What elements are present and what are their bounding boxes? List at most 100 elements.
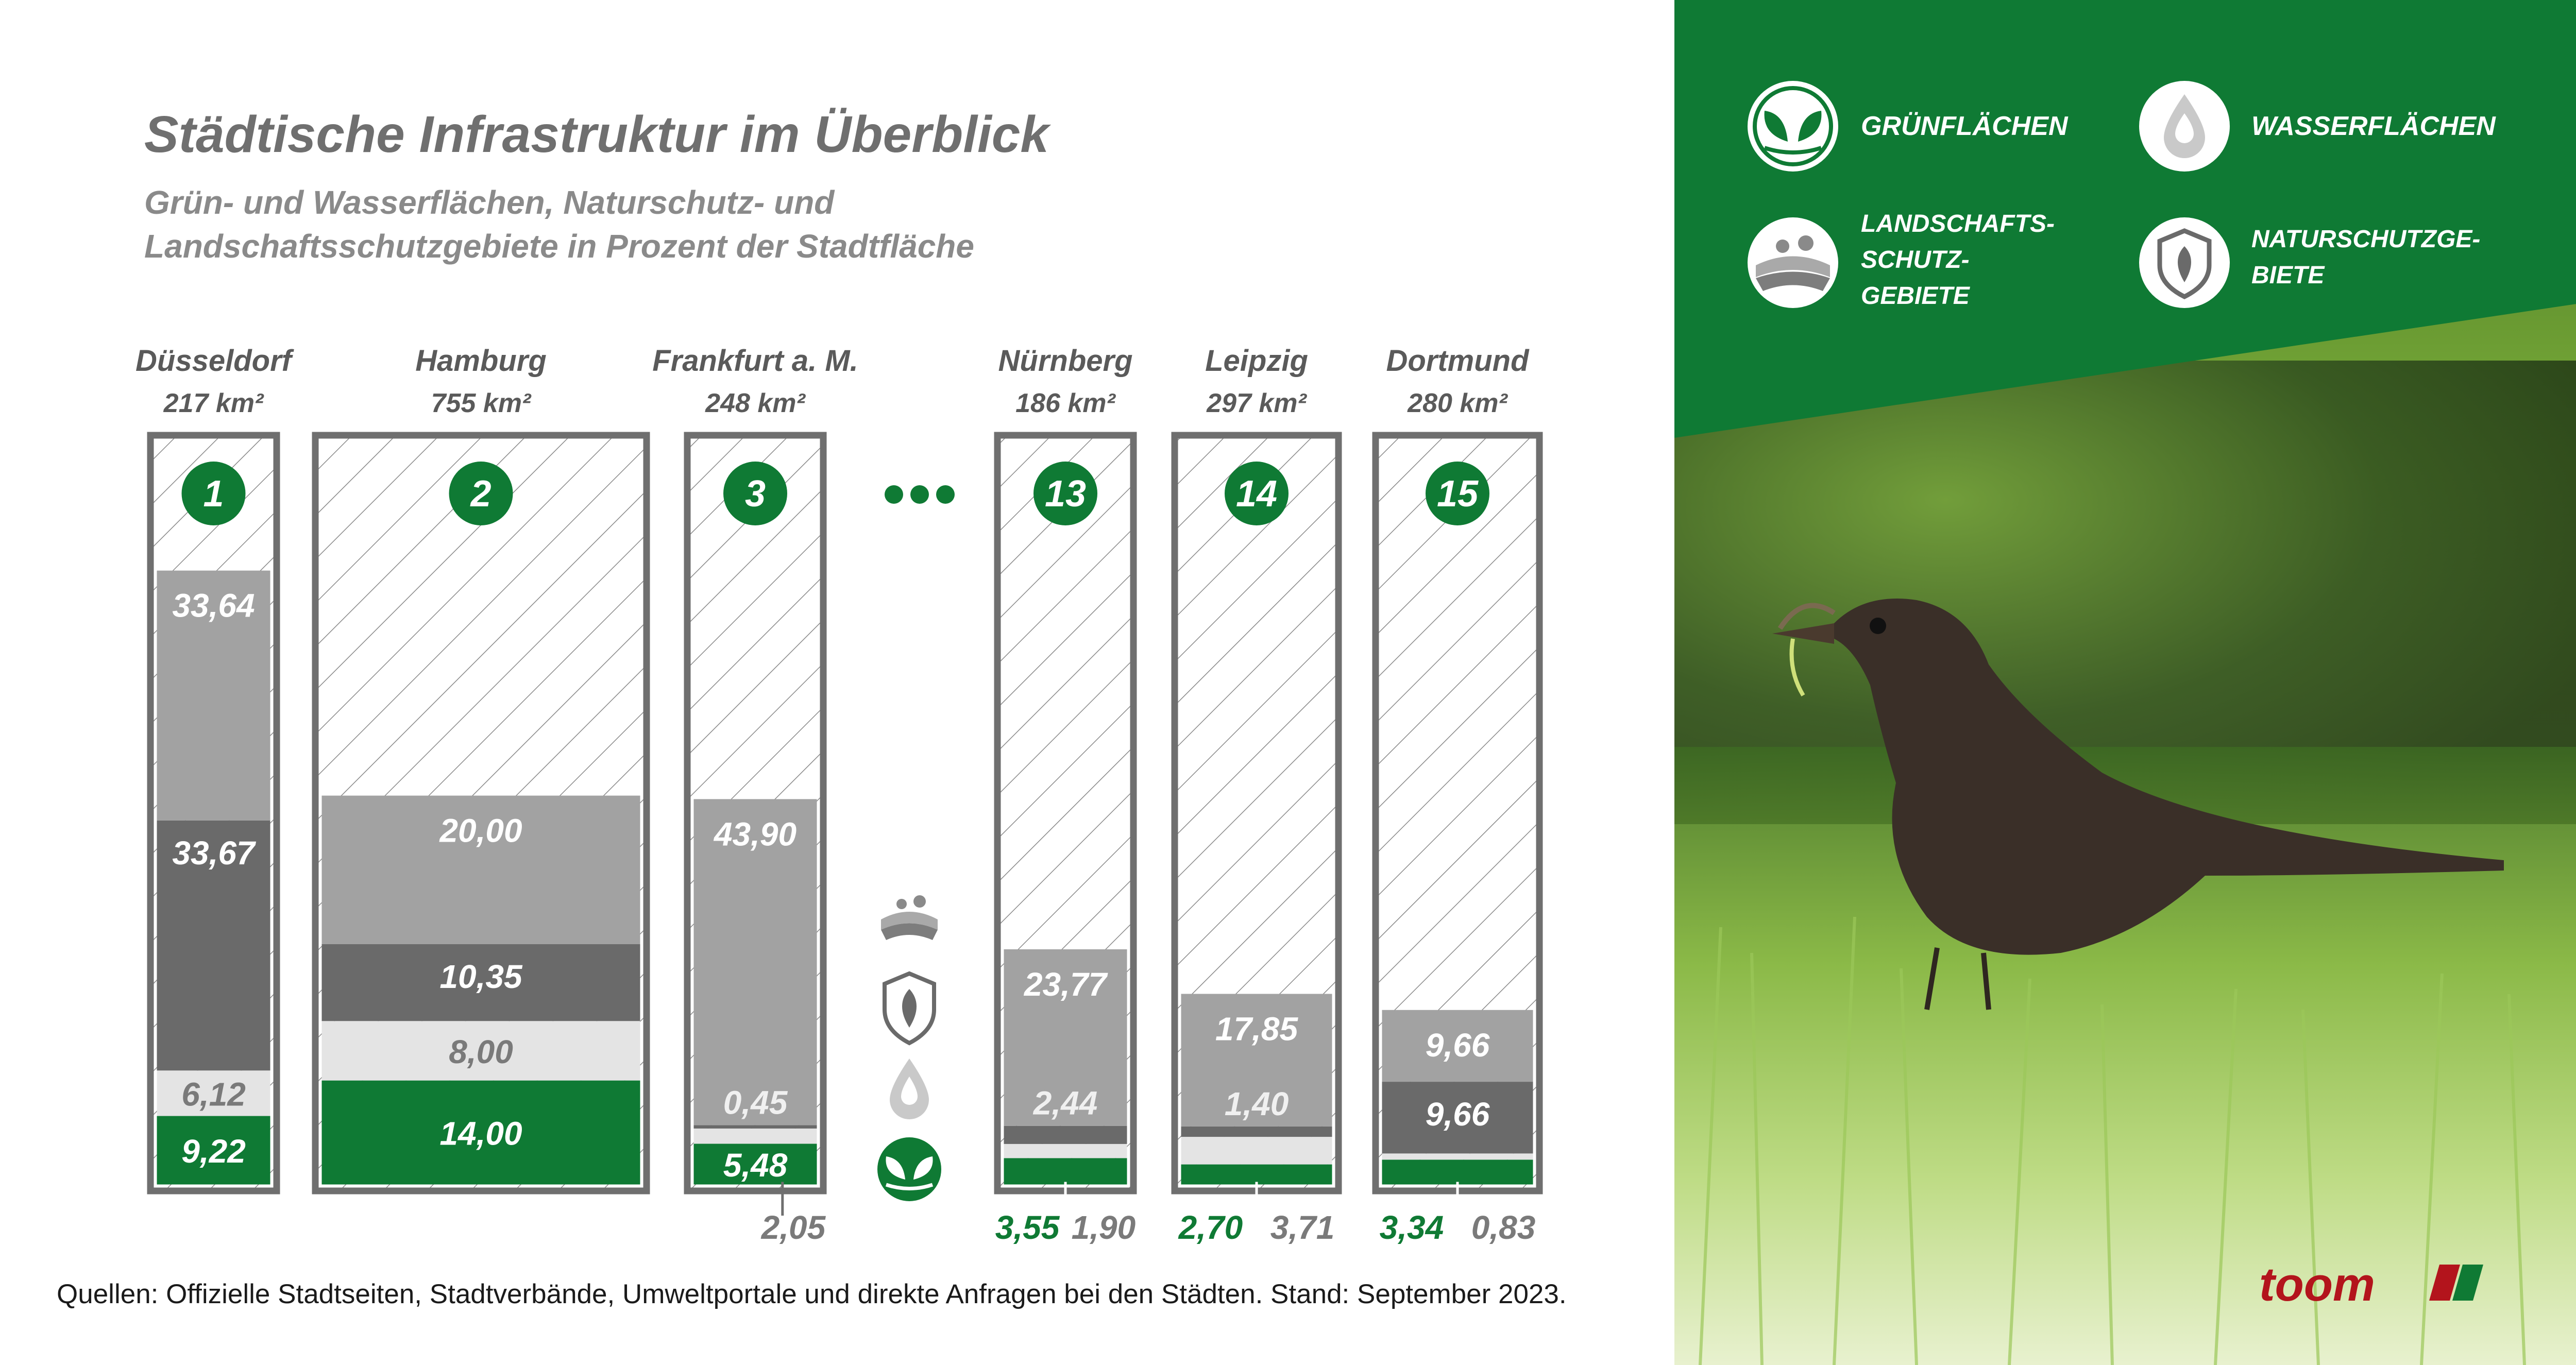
rank-badge: [449, 462, 513, 525]
bar-group-1: Düsseldorf 217 km² 1 33,64 33,67 6,12 9,22: [135, 344, 295, 1195]
bar-frame: [684, 432, 827, 1195]
bar-segment-gruen: [1181, 1164, 1332, 1185]
toom-logo-text: toom: [2259, 1258, 2375, 1311]
bar-segment-wasser: [1004, 1144, 1127, 1158]
rank-badge: [181, 462, 246, 525]
photo-panel: [1674, 0, 2576, 1365]
city-name: Leipzig: [1205, 344, 1308, 378]
bar-group-3: Frankfurt a. M. 248 km² 3 43,90 0,45 2,05 5,48: [652, 344, 858, 1246]
rank-badge: [1426, 462, 1489, 525]
landschaft-series-icon: [878, 886, 940, 948]
city-area: 217 km²: [163, 388, 264, 418]
city-area: 280 km²: [1407, 388, 1508, 418]
value-label-gruen: 3,34: [1380, 1209, 1444, 1246]
bar-segment-landschaft: [321, 795, 640, 945]
value-label-landschaft: 17,85: [1215, 1010, 1299, 1047]
value-label-landschaft: 43,90: [713, 815, 796, 852]
rank-number: 14: [1236, 473, 1277, 515]
bar-group-15: Dortmund 280 km² 15 9,66 9,66 0,83 3,34: [1372, 344, 1543, 1246]
rank-number: 3: [745, 473, 766, 515]
bar-segment-natur: [693, 1125, 817, 1129]
rank-number: 2: [469, 473, 491, 515]
value-label-gruen: 14,00: [439, 1115, 522, 1152]
city-area: 186 km²: [1015, 388, 1116, 418]
rank-badge: [1033, 462, 1097, 525]
bar-group-2: Hamburg 755 km² 2 20,00 10,35 8,00 14,00: [312, 344, 650, 1195]
value-label-wasser: 3,71: [1270, 1209, 1335, 1246]
value-label-natur: 0,45: [723, 1084, 788, 1121]
gruen-series-icon: [877, 1137, 941, 1201]
toom-logo: toom: [2259, 1258, 2483, 1311]
rank-number: 1: [203, 473, 224, 515]
bar-segment-wasser: [1181, 1137, 1332, 1165]
bar-segment-wasser: [157, 1070, 270, 1116]
bar-frame: [312, 432, 650, 1195]
legend-landschaft-label-line-2: SCHUTZ-: [1861, 246, 1970, 274]
rank-number: 13: [1045, 473, 1086, 515]
value-label-wasser: 8,00: [449, 1033, 513, 1070]
legend-natur-label-line-1: NATURSCHUTZGE-: [2251, 226, 2480, 253]
value-label-natur: 10,35: [439, 958, 523, 995]
bar-segment-gruen: [157, 1116, 270, 1185]
value-label-gruen: 2,70: [1178, 1209, 1243, 1246]
blackbird-illustration: [1772, 599, 2504, 1010]
value-label-gruen: 9,22: [181, 1133, 246, 1170]
natur-series-icon: [883, 971, 936, 1046]
value-label-landschaft: 23,77: [1024, 966, 1109, 1003]
bar-segment-landschaft: [1382, 1010, 1533, 1082]
bar-segment-wasser: [693, 1128, 817, 1144]
bar-group-13: Nürnberg 186 km² 13 23,77 2,44 1,90 3,55: [994, 344, 1137, 1246]
legend: GRÜNFLÄCHEN WASSERFLÄCHEN LANDSCHAFTS- S…: [1748, 81, 2496, 310]
rank-badge: [1225, 462, 1289, 525]
legend-natur-label-line-2: BIETE: [2251, 262, 2325, 289]
bar-frame: [147, 432, 280, 1195]
legend-landschaft-label-line-3: GEBIETE: [1861, 282, 1971, 310]
value-label-wasser: 2,05: [761, 1209, 826, 1246]
bar-segment-landschaft: [157, 570, 270, 821]
bar-segment-natur: [1382, 1082, 1533, 1154]
legend-gruen-icon: [1748, 81, 1838, 172]
value-label-natur: 1,40: [1225, 1085, 1289, 1122]
value-label-wasser: 6,12: [181, 1076, 246, 1113]
bar-segment-natur: [1004, 1125, 1127, 1144]
bar-segment-landschaft: [1181, 994, 1332, 1127]
bar-segment-landschaft: [693, 799, 817, 1125]
bar-segment-natur: [157, 820, 270, 1071]
value-label-landschaft: 9,66: [1426, 1027, 1490, 1064]
bar-segment-wasser: [1382, 1153, 1533, 1160]
rank-number: 15: [1437, 473, 1479, 515]
bar-segment-gruen: [1004, 1158, 1127, 1185]
legend-natur-icon: [2139, 217, 2230, 308]
value-label-wasser: 1,90: [1072, 1209, 1136, 1246]
legend-landschaft-label-line-1: LANDSCHAFTS-: [1861, 210, 2055, 237]
value-label-wasser: 0,83: [1471, 1209, 1536, 1246]
chart-title: Städtische Infrastruktur im Überblick: [144, 106, 1051, 163]
bar-group-14: Leipzig 297 km² 14 17,85 1,40 3,71 2,70: [1171, 344, 1342, 1246]
city-area: 248 km²: [705, 388, 806, 418]
legend-landschaft-icon: [1748, 217, 1838, 308]
source-note: Quellen: Offizielle Stadtseiten, Stadtve…: [57, 1279, 1567, 1309]
city-name: Dortmund: [1386, 344, 1530, 378]
value-label-gruen: 5,48: [723, 1147, 788, 1184]
value-label-natur: 9,66: [1426, 1096, 1490, 1133]
legend-gruen-label: GRÜNFLÄCHEN: [1861, 111, 2069, 141]
chart-subtitle-line-1: Grün- und Wasserflächen, Naturschutz- un…: [144, 184, 835, 221]
bar-segment-natur: [1181, 1126, 1332, 1137]
legend-wasser-icon: [2139, 81, 2230, 172]
bar-segment-wasser: [321, 1021, 640, 1081]
value-label-natur: 33,67: [172, 834, 257, 872]
bar-groups: Düsseldorf 217 km² 1 33,64 33,67 6,12 9,22 Hamb…: [135, 344, 1543, 1246]
ellipsis-gap: [885, 485, 955, 504]
bar-segment-natur: [321, 944, 640, 1021]
city-area: 755 km²: [431, 388, 532, 418]
city-name: Hamburg: [415, 344, 547, 378]
value-label-gruen: 3,55: [995, 1209, 1060, 1246]
bar-segment-gruen: [321, 1080, 640, 1185]
rank-badge: [723, 462, 787, 525]
chart-subtitle-line-2: Landschaftsschutzgebiete in Prozent der …: [144, 228, 974, 265]
bar-segment-gruen: [693, 1144, 817, 1185]
wasser-series-icon: [890, 1059, 929, 1119]
bar-segment-gruen: [1382, 1159, 1533, 1185]
bar-segment-landschaft: [1004, 949, 1127, 1126]
